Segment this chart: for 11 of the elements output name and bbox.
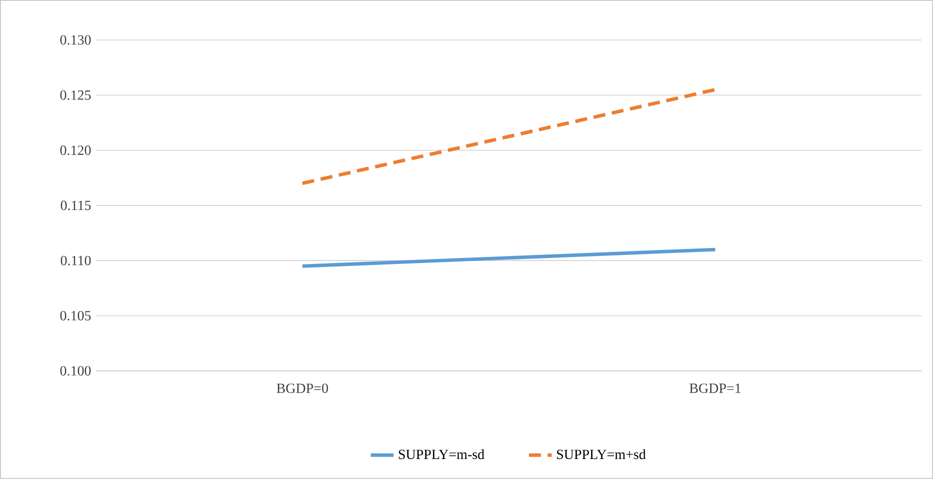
- y-tick-label: 0.125: [60, 90, 91, 100]
- y-tick-label: 0.130: [60, 35, 91, 45]
- y-tick-label: 0.110: [60, 256, 91, 266]
- x-tick-label: BGDP=1: [690, 384, 741, 394]
- legend-label: SUPPLY=m-sd: [398, 449, 484, 460]
- y-tick-label: 0.120: [60, 146, 91, 156]
- x-tick-label: BGDP=0: [276, 384, 328, 394]
- y-tick-label: 0.100: [60, 366, 91, 376]
- y-tick-label: 0.105: [60, 311, 91, 321]
- y-tick-label: 0.115: [60, 200, 91, 210]
- legend-label: SUPPLY=m+sd: [557, 449, 646, 460]
